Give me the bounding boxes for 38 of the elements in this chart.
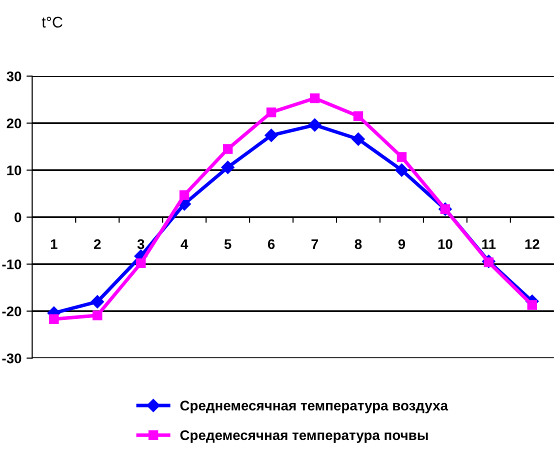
y-tick-label: -20: [2, 306, 22, 316]
x-tick-label: 3: [137, 239, 144, 250]
x-tick-label: 2: [94, 239, 101, 249]
point: [527, 300, 538, 310]
legend-label: Среднемесячная температура воздуха: [180, 400, 448, 414]
point: [396, 152, 407, 162]
point: [310, 93, 320, 104]
point: [136, 258, 146, 268]
point: [92, 310, 102, 320]
x-tick-label: 1: [50, 239, 58, 249]
point: [90, 295, 104, 308]
x-tick-label: 9: [398, 239, 406, 250]
point: [49, 314, 59, 324]
y-tick-label: -10: [2, 259, 22, 270]
x-tick-label: 8: [354, 239, 362, 250]
x-tick-label: 5: [224, 239, 232, 250]
point: [222, 144, 233, 154]
y-tick-label: 10: [7, 165, 22, 176]
y-tick-label: 0: [14, 212, 22, 222]
point: [264, 128, 278, 142]
legend-label: Средемесячная температура почвы: [180, 430, 428, 443]
x-tick-label: 11: [482, 239, 496, 249]
x-tick-label: 12: [525, 239, 540, 249]
x-tick-label: 10: [438, 239, 452, 250]
point: [395, 164, 408, 177]
point: [266, 107, 276, 118]
y-tick-label: -30: [2, 353, 22, 364]
x-tick-label: 6: [268, 239, 275, 250]
y-tick-label: 20: [6, 118, 22, 128]
point: [353, 111, 364, 121]
point: [352, 132, 365, 146]
y-tick-label: 30: [6, 71, 22, 82]
point: [179, 190, 190, 200]
x-tick-label: 4: [180, 239, 188, 249]
y-axis-title: t°C: [42, 16, 62, 28]
point: [308, 118, 322, 132]
point: [221, 160, 234, 174]
x-tick-label: 7: [312, 239, 318, 249]
